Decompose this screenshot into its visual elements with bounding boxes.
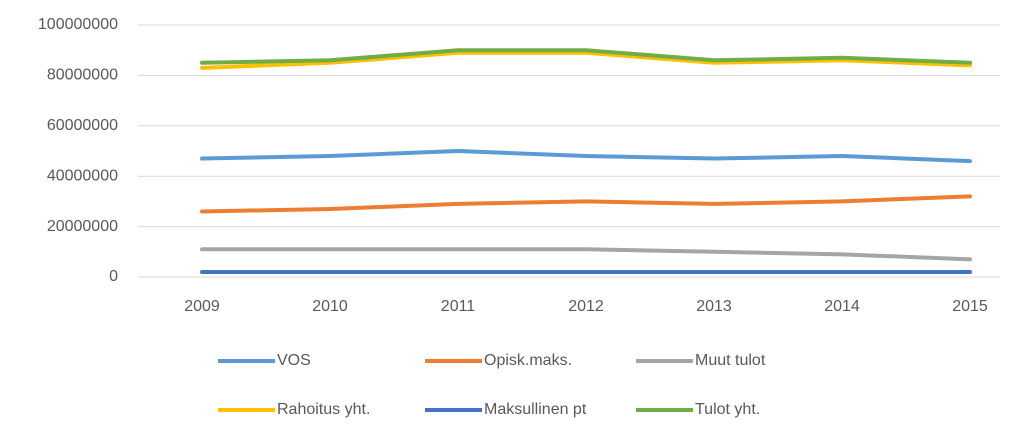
y-tick-label: 100000000 bbox=[38, 16, 118, 33]
x-tick-label: 2011 bbox=[441, 298, 476, 315]
series-line bbox=[200, 247, 972, 262]
y-tick-label: 40000000 bbox=[47, 167, 118, 184]
y-tick-label: 80000000 bbox=[47, 67, 118, 84]
x-tick-label: 2009 bbox=[184, 298, 220, 315]
legend-label: Muut tulot bbox=[695, 352, 766, 369]
x-tick-label: 2012 bbox=[568, 298, 604, 315]
x-tick-label: 2014 bbox=[824, 298, 860, 315]
x-tick-label: 2015 bbox=[952, 298, 988, 315]
y-tick-label: 20000000 bbox=[47, 218, 118, 235]
legend-label: Opisk.maks. bbox=[484, 352, 572, 369]
x-tick-label: 2013 bbox=[696, 298, 732, 315]
legend-label: Rahoitus yht. bbox=[277, 401, 370, 418]
series-line bbox=[200, 50, 972, 70]
series-line bbox=[200, 149, 972, 164]
series-line bbox=[200, 48, 972, 65]
legend-label: Tulot yht. bbox=[695, 401, 760, 418]
y-tick-label: 0 bbox=[109, 268, 118, 285]
y-tick-label: 60000000 bbox=[47, 117, 118, 134]
legend-label: Maksullinen pt bbox=[484, 401, 587, 418]
series-line bbox=[200, 194, 972, 214]
legend-label: VOS bbox=[277, 352, 311, 369]
x-tick-label: 2010 bbox=[312, 298, 348, 315]
